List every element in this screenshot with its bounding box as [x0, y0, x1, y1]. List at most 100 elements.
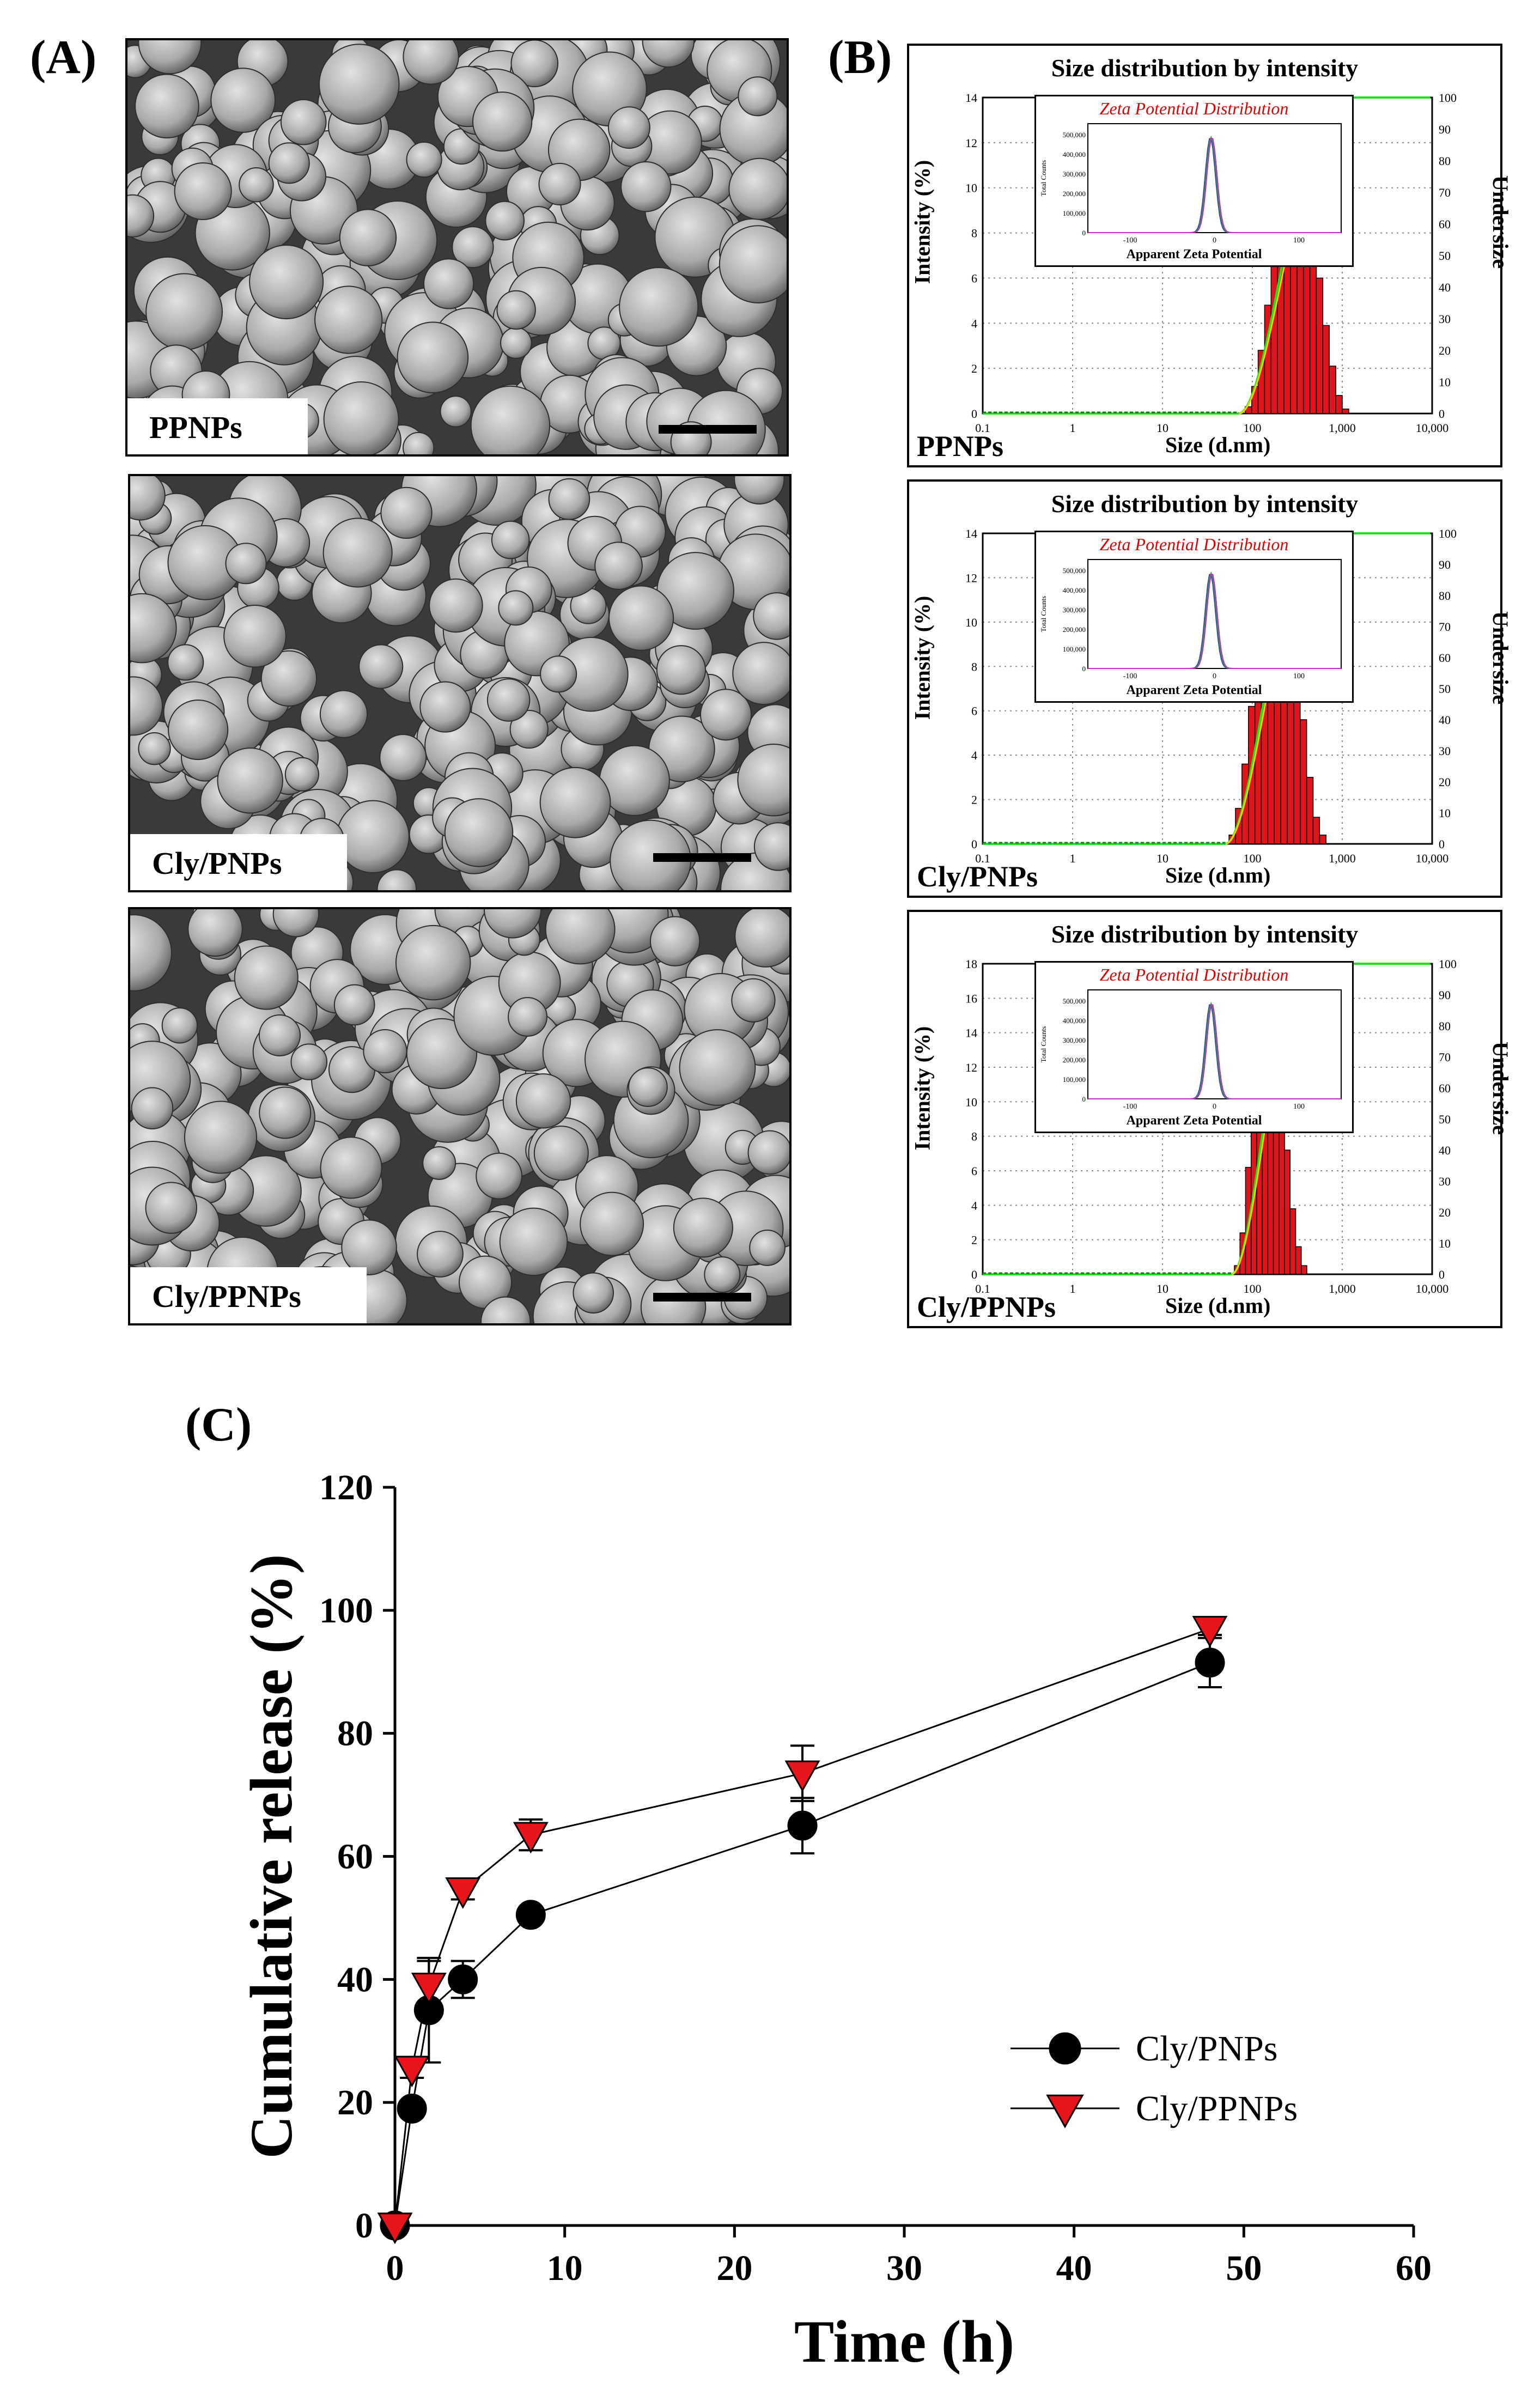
histogram-bar: [1306, 777, 1314, 844]
y-tick-label: 12: [965, 136, 977, 150]
sem-particle: [480, 1296, 531, 1323]
x-tick-label: 60: [1396, 2248, 1432, 2288]
zeta-inset-plot: 0 100,000 200,000 300,000 400,000 500,000 -100…: [1039, 989, 1342, 1111]
right-tick-label: 60: [1439, 651, 1451, 665]
histogram-bar: [1312, 817, 1320, 844]
sem-particle: [508, 997, 547, 1037]
right-tick-label: 20: [1439, 1206, 1451, 1219]
sem-particle: [319, 44, 400, 125]
right-tick-label: 30: [1439, 312, 1451, 326]
histogram-bar: [1316, 277, 1324, 414]
sem-particle: [376, 869, 417, 890]
sem-particle: [649, 916, 701, 966]
data-point-triangle: [394, 2056, 430, 2088]
right-tick-label: 10: [1439, 806, 1451, 820]
inset-y-tick: 200,000: [1063, 190, 1086, 198]
cumulative-undersize-curve: [983, 532, 1431, 845]
right-tick-label: 20: [1439, 344, 1451, 357]
dls-y-axis-label: Intensity (%): [910, 595, 935, 720]
zeta-inset-plot: 0 100,000 200,000 300,000 400,000 500,000 -100…: [1039, 123, 1342, 245]
zeta-inset-x-label: Apparent Zeta Potential: [1126, 683, 1262, 697]
inset-x-tick: 0: [1213, 672, 1216, 680]
x-tick-label: 1,000: [1329, 1282, 1356, 1296]
sem-particle: [476, 1152, 522, 1200]
x-tick-label: 0: [386, 2248, 404, 2288]
sem-particle: [732, 642, 789, 706]
right-tick-label: 50: [1439, 682, 1451, 696]
sem-particle: [395, 925, 471, 1001]
sem-particle: [258, 1014, 301, 1057]
sem-particle: [336, 800, 410, 873]
right-tick-label: 90: [1439, 558, 1451, 571]
sem-particle: [545, 909, 616, 965]
x-tick-label: 0.1: [975, 852, 990, 865]
sem-particle: [260, 650, 318, 707]
sem-particle: [620, 161, 672, 212]
x-tick-label: 30: [886, 2248, 922, 2288]
sem-particle: [731, 978, 776, 1023]
right-tick-label: 20: [1439, 775, 1451, 789]
right-tick-label: 80: [1439, 589, 1451, 603]
histogram-bar: [1335, 395, 1343, 414]
data-point-circle: [397, 2093, 427, 2124]
inset-x-tick: 100: [1293, 672, 1305, 680]
x-tick-label: 50: [1226, 2248, 1262, 2288]
sem-particle: [217, 747, 283, 814]
inset-y-tick: 400,000: [1063, 150, 1086, 159]
x-tick-label: 20: [716, 2248, 752, 2288]
y-tick-label: 2: [971, 793, 977, 807]
sem-particle: [423, 258, 474, 309]
dls-panel-ppnps: 0 2 4 6 8 10 12 14 0 10 20 30 40 50 60 70 80 90 100 0.1 1 10 1…: [907, 44, 1513, 467]
inset-y-tick: 300,000: [1063, 1036, 1086, 1044]
data-point-triangle: [513, 1822, 549, 1854]
sem-particle: [403, 431, 435, 454]
inset-x-tick: -100: [1123, 672, 1137, 680]
inset-y-tick: 200,000: [1063, 1056, 1086, 1064]
sem-particle: [168, 699, 229, 761]
y-tick-label: 6: [971, 704, 977, 718]
sem-particle: [249, 245, 324, 320]
x-tick-label: 10,000: [1416, 421, 1449, 435]
dls-right-axis-label: Undersize: [1488, 611, 1513, 705]
right-tick-label: 100: [1439, 957, 1457, 971]
sem-particle: [699, 689, 752, 741]
inset-y-tick: 300,000: [1063, 170, 1086, 178]
histogram-bar: [1295, 1246, 1302, 1275]
zeta-peak-curve: [1088, 574, 1341, 669]
histogram-bar: [1342, 408, 1349, 414]
inset-x-tick: -100: [1123, 1103, 1137, 1111]
sem-particle: [187, 909, 243, 957]
sem-particle: [280, 99, 327, 145]
x-tick-label: 1: [1070, 421, 1076, 435]
x-tick-label: 40: [1056, 2248, 1092, 2288]
sem-particle: [379, 734, 427, 782]
inset-y-axis-label: Total Counts: [1039, 160, 1048, 197]
zeta-peak-curve: [1088, 1004, 1341, 1099]
dls-sample-label: Cly/PPNPs: [917, 1291, 1056, 1323]
sem-particle: [239, 167, 274, 203]
inset-y-tick: 0: [1082, 665, 1086, 673]
legend-label: Cly/PNPs: [1136, 2029, 1277, 2069]
sem-particle: [429, 578, 483, 633]
sem-sample-label: PPNPs: [127, 398, 308, 454]
y-tick-label: 10: [965, 616, 977, 629]
sem-particle: [496, 290, 536, 330]
y-tick-label: 8: [971, 227, 977, 240]
right-tick-label: 0: [1439, 407, 1445, 421]
y-tick-label: 60: [337, 1837, 373, 1877]
y-tick-label: 4: [971, 749, 977, 762]
x-tick-label: 1: [1070, 1282, 1076, 1296]
dls-right-axis-label: Undersize: [1488, 1041, 1513, 1135]
legend-label: Cly/PPNPs: [1136, 2089, 1298, 2129]
sem-particle: [406, 141, 442, 178]
y-tick-label: 2: [971, 1233, 977, 1247]
data-point-triangle: [1192, 1616, 1228, 1647]
sem-particle: [130, 914, 172, 992]
sem-particle: [747, 1130, 789, 1175]
sem-sample-label: Cly/PNPs: [130, 834, 348, 890]
sem-micrograph: [130, 476, 789, 890]
sem-particle: [145, 1182, 198, 1234]
zeta-inset: 0 100,000 200,000 300,000 400,000 500,000 -100…: [1034, 95, 1354, 267]
sem-particle: [515, 1073, 571, 1129]
sem-particle: [138, 40, 202, 75]
